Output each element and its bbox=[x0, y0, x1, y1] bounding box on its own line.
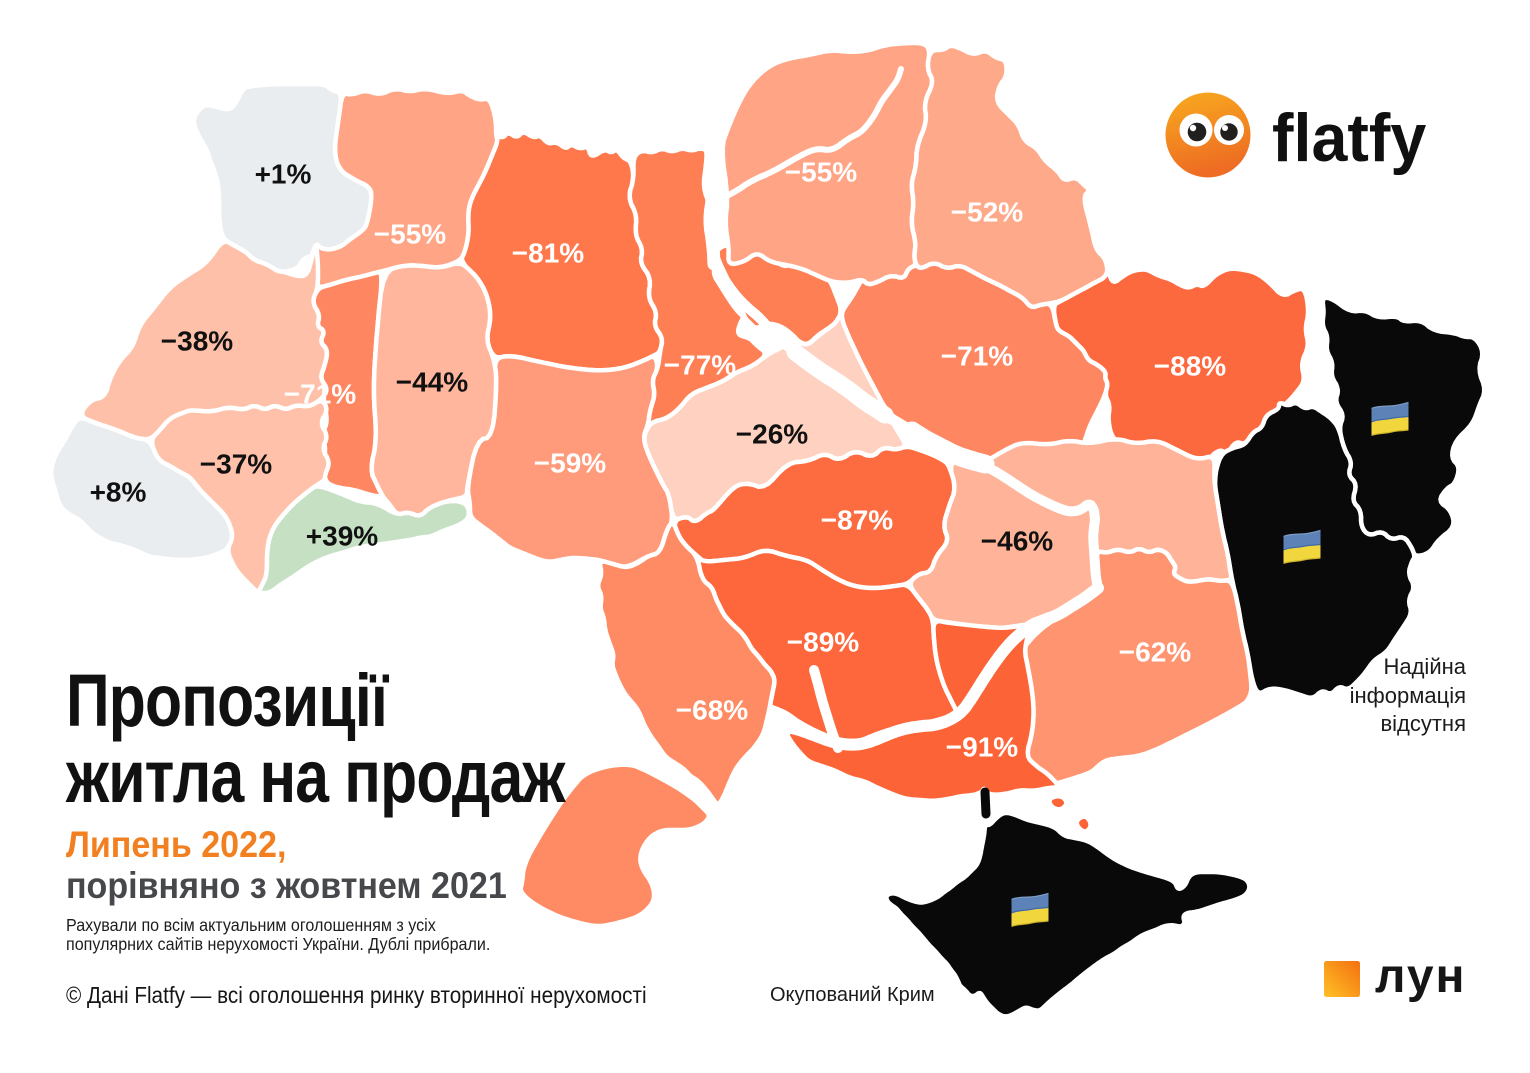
svg-text:−68%: −68% bbox=[676, 695, 748, 726]
svg-text:−89%: −89% bbox=[787, 627, 859, 658]
svg-text:Окупований Крим: Окупований Крим bbox=[770, 984, 935, 1006]
svg-text:−91%: −91% bbox=[946, 732, 1018, 763]
svg-text:−88%: −88% bbox=[1154, 351, 1226, 382]
svg-text:−26%: −26% bbox=[736, 419, 808, 450]
svg-text:−52%: −52% bbox=[951, 197, 1023, 228]
svg-text:−55%: −55% bbox=[785, 157, 857, 188]
svg-text:−81%: −81% bbox=[512, 238, 584, 269]
svg-text:−77%: −77% bbox=[664, 350, 736, 381]
svg-text:інформація: інформація bbox=[1350, 683, 1466, 708]
svg-text:лун: лун bbox=[1375, 950, 1467, 1003]
svg-text:flatfy: flatfy bbox=[1272, 101, 1426, 177]
svg-text:−71%: −71% bbox=[941, 341, 1013, 372]
svg-text:−71%: −71% bbox=[284, 379, 356, 410]
svg-text:+1%: +1% bbox=[255, 159, 312, 190]
svg-text:+39%: +39% bbox=[306, 521, 378, 552]
svg-text:−62%: −62% bbox=[1119, 637, 1191, 668]
svg-text:−44%: −44% bbox=[396, 367, 468, 398]
svg-text:+8%: +8% bbox=[90, 477, 147, 508]
svg-text:−55%: −55% bbox=[374, 219, 446, 250]
svg-text:відсутня: відсутня bbox=[1380, 711, 1466, 736]
svg-text:−37%: −37% bbox=[200, 449, 272, 480]
svg-text:Надійна: Надійна bbox=[1383, 654, 1466, 679]
svg-text:−46%: −46% bbox=[981, 526, 1053, 557]
svg-text:−87%: −87% bbox=[821, 505, 893, 536]
svg-text:−59%: −59% bbox=[534, 448, 606, 479]
svg-text:−38%: −38% bbox=[161, 326, 233, 357]
